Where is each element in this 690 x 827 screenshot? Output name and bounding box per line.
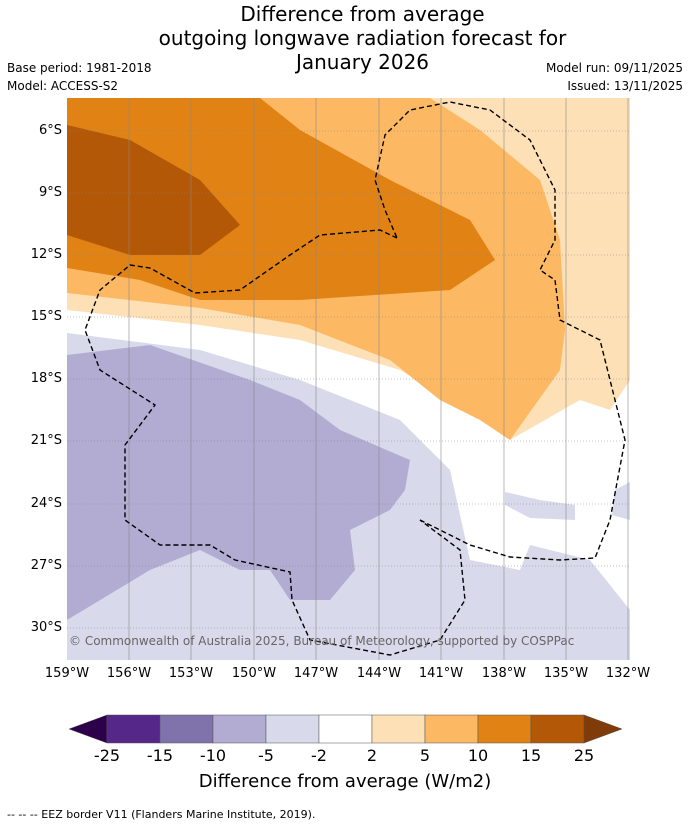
colorbar-segment [530, 714, 585, 744]
colorbar-segment [265, 714, 320, 744]
title-line-3: January 2026 [295, 50, 430, 74]
lat-label: 24°S [30, 496, 62, 511]
map [67, 98, 630, 660]
lon-label: 150°W [231, 666, 277, 681]
gridlines [67, 98, 630, 660]
colorbar [68, 714, 623, 744]
lat-label: 30°S [30, 620, 62, 635]
footnote: -- -- -- EEZ border V11 (Flanders Marine… [7, 808, 316, 821]
colorbar-extend-low [68, 714, 108, 744]
colorbar-label: Difference from average (W/m2) [198, 771, 492, 792]
model-name: Model: ACCESS-S2 [7, 79, 119, 93]
eez-border-west [84, 229, 466, 656]
colorbar-segment [212, 714, 267, 744]
lat-label: 21°S [30, 433, 62, 448]
copyright-notice: © Commonwealth of Australia 2025, Bureau… [69, 634, 575, 648]
region-brown [67, 125, 240, 255]
lat-label: 6°S [38, 123, 62, 138]
base-period: Base period: 1981-2018 [7, 61, 152, 75]
lat-label: 27°S [30, 558, 62, 573]
colorbar-segment [318, 714, 373, 744]
lat-label: 15°S [30, 309, 62, 324]
lon-label: 156°W [106, 666, 152, 681]
meta-right: Model run: 09/11/2025 Issued: 13/11/2025 [546, 59, 683, 95]
lon-label: 132°W [605, 666, 651, 681]
colorbar-segment [106, 714, 161, 744]
lat-label: 12°S [30, 247, 62, 262]
colorbar-segment [477, 714, 532, 744]
colorbar-tick: 2 [366, 746, 378, 765]
title-line-1: Difference from average [240, 2, 485, 26]
colorbar-tick: -25 [93, 746, 121, 765]
colorbar-tick: 5 [419, 746, 431, 765]
lat-label: 18°S [30, 371, 62, 386]
title-line-2: outgoing longwave radiation forecast for [158, 26, 567, 50]
colorbar-tick: -5 [258, 746, 274, 765]
model-run: Model run: 09/11/2025 [545, 61, 683, 75]
lon-label: 135°W [543, 666, 589, 681]
colorbar-extend-high [583, 714, 623, 744]
colorbar-tick: 15 [520, 746, 542, 765]
lon-label: 147°W [293, 666, 339, 681]
lat-label: 9°S [38, 185, 62, 200]
lon-label: 138°W [481, 666, 527, 681]
chart-title: Difference from average outgoing longwav… [0, 2, 690, 74]
colorbar-segment [371, 714, 426, 744]
colorbar-tick: -2 [311, 746, 327, 765]
region-light-purple-patch [505, 492, 575, 520]
region-light-purple-patch [612, 482, 630, 520]
lon-label: 141°W [418, 666, 464, 681]
colorbar-segment [424, 714, 479, 744]
lon-label: 159°W [44, 666, 90, 681]
colorbar-tick: -15 [146, 746, 174, 765]
lon-label: 153°W [168, 666, 214, 681]
colorbar-segment [159, 714, 214, 744]
region-mid-purple [67, 345, 410, 620]
lon-label: 144°W [356, 666, 402, 681]
colorbar-tick: 25 [573, 746, 595, 765]
colorbar-tick: 10 [467, 746, 489, 765]
colorbar-tick: -10 [199, 746, 227, 765]
meta-left: Base period: 1981-2018 Model: ACCESS-S2 [7, 59, 152, 95]
issued-date: Issued: 13/11/2025 [567, 79, 683, 93]
